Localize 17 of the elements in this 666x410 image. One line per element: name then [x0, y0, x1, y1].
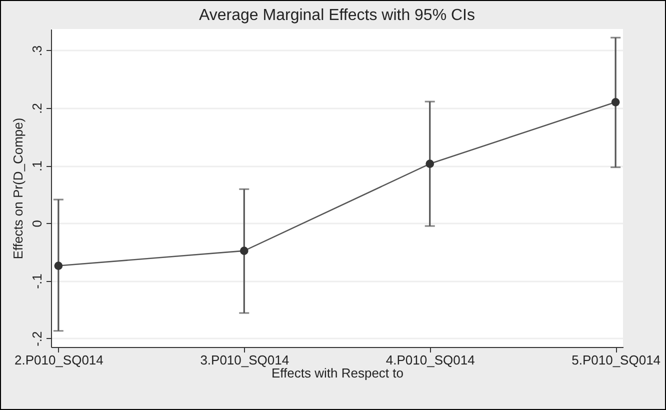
x-tick-label: 5.P010_SQ014 [572, 352, 661, 368]
point [611, 98, 620, 106]
point [54, 262, 63, 270]
point [240, 246, 248, 255]
y-tick-label: -.2 [30, 331, 44, 346]
y-tick-label: .1 [30, 160, 44, 172]
y-tick-label: .3 [30, 45, 44, 56]
point [426, 160, 434, 168]
y-tick-label: -.1 [30, 274, 44, 289]
y-axis-title: Effects on Pr(D_Compe) [10, 118, 26, 260]
x-tick-label: 3.P010_SQ014 [200, 352, 290, 368]
chart-title: Average Marginal Effects with 95% CIs [199, 7, 475, 24]
y-tick-label: 0 [30, 220, 44, 228]
x-tick-label: 4.P010_SQ014 [386, 352, 475, 368]
x-axis-title: Effects with Respect to [272, 366, 404, 380]
x-tick-label: 2.P010_SQ014 [14, 352, 104, 368]
y-tick-label: .2 [30, 103, 44, 114]
